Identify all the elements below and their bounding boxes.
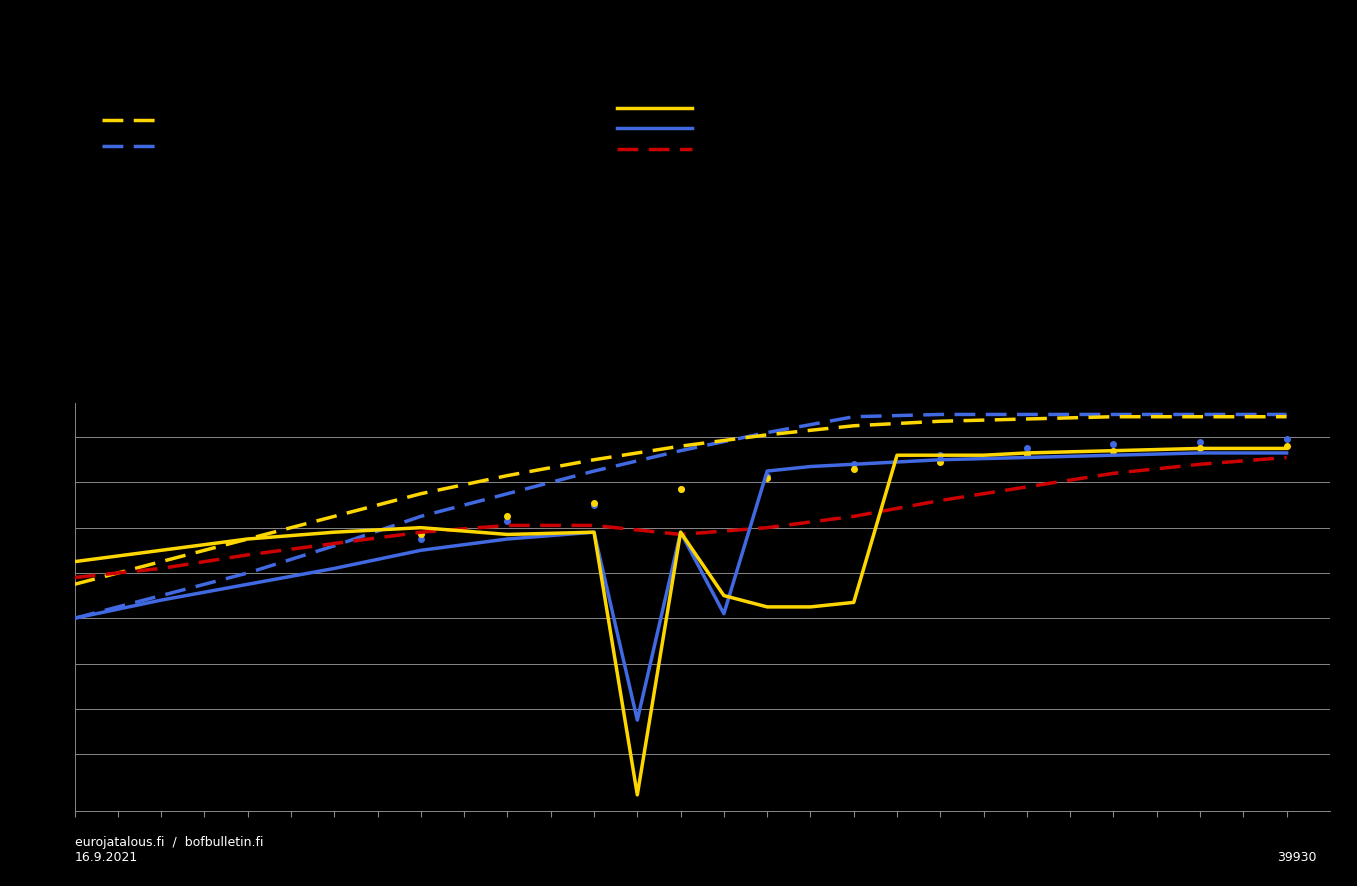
Text: 39930: 39930 bbox=[1277, 851, 1316, 864]
Text: eurojatalous.fi  /  bofbulletin.fi
16.9.2021: eurojatalous.fi / bofbulletin.fi 16.9.20… bbox=[75, 835, 263, 864]
